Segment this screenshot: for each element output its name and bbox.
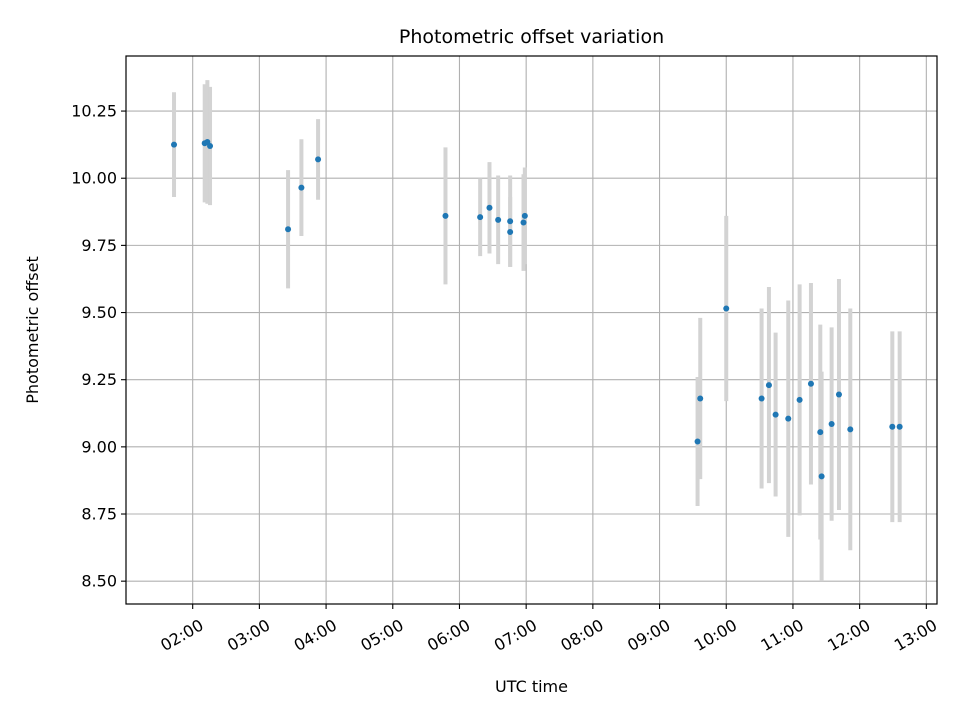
chart-title: Photometric offset variation: [399, 26, 664, 48]
data-point: [694, 438, 701, 445]
y-tick-label: 9.50: [81, 303, 117, 322]
data-point: [889, 423, 896, 430]
x-tick-label: 13:00: [891, 615, 940, 655]
data-point: [495, 216, 502, 223]
data-point: [785, 415, 792, 422]
data-point: [207, 142, 214, 149]
x-tick-label: 09:00: [624, 615, 673, 655]
y-axis-label: Photometric offset: [23, 256, 42, 404]
data-points: [171, 138, 903, 480]
error-bars: [172, 80, 902, 582]
grid-lines: [126, 56, 937, 604]
data-point: [807, 380, 814, 387]
data-point: [315, 156, 322, 163]
data-point: [817, 429, 824, 436]
y-tick-label: 9.25: [81, 370, 117, 389]
plot-frame: [125, 55, 938, 605]
data-point: [285, 226, 292, 233]
data-point: [507, 218, 514, 225]
x-tick-label: 04:00: [291, 615, 340, 655]
data-point: [171, 141, 178, 148]
x-axis-ticks: 02:00 03:00 04:00 05:00 06:00 07:00 08:00 09:00…: [157, 604, 940, 655]
x-tick-label: 11:00: [758, 615, 807, 655]
data-point: [818, 473, 825, 480]
y-tick-label: 9.75: [81, 236, 117, 255]
data-point: [477, 214, 484, 221]
data-point: [896, 423, 903, 430]
data-point: [298, 184, 305, 191]
data-point: [507, 228, 514, 235]
y-tick-label: 8.50: [81, 572, 117, 591]
data-point: [772, 411, 779, 418]
x-tick-label: 10:00: [691, 615, 740, 655]
y-tick-label: 9.00: [81, 437, 117, 456]
x-tick-label: 05:00: [357, 615, 406, 655]
data-point: [486, 204, 493, 211]
data-point: [847, 426, 854, 433]
x-tick-label: 02:00: [157, 615, 206, 655]
y-axis-ticks: 8.50 8.75 9.00 9.25 9.50 9.75 10.00 10.25: [71, 102, 126, 591]
x-tick-label: 07:00: [491, 615, 540, 655]
data-point: [765, 382, 772, 389]
data-point: [835, 391, 842, 398]
data-point: [723, 305, 730, 312]
data-point: [697, 395, 704, 402]
x-tick-label: 08:00: [557, 615, 606, 655]
data-point: [796, 396, 803, 403]
x-tick-label: 03:00: [224, 615, 273, 655]
y-tick-label: 10.00: [71, 169, 117, 188]
data-point: [520, 219, 527, 226]
data-point: [828, 421, 835, 428]
y-tick-label: 10.25: [71, 102, 117, 121]
x-tick-label: 12:00: [824, 615, 873, 655]
x-axis-label: UTC time: [495, 677, 568, 696]
data-point: [521, 212, 528, 219]
data-point: [442, 212, 449, 219]
x-tick-label: 06:00: [424, 615, 473, 655]
data-point: [758, 395, 765, 402]
y-tick-label: 8.75: [81, 505, 117, 524]
